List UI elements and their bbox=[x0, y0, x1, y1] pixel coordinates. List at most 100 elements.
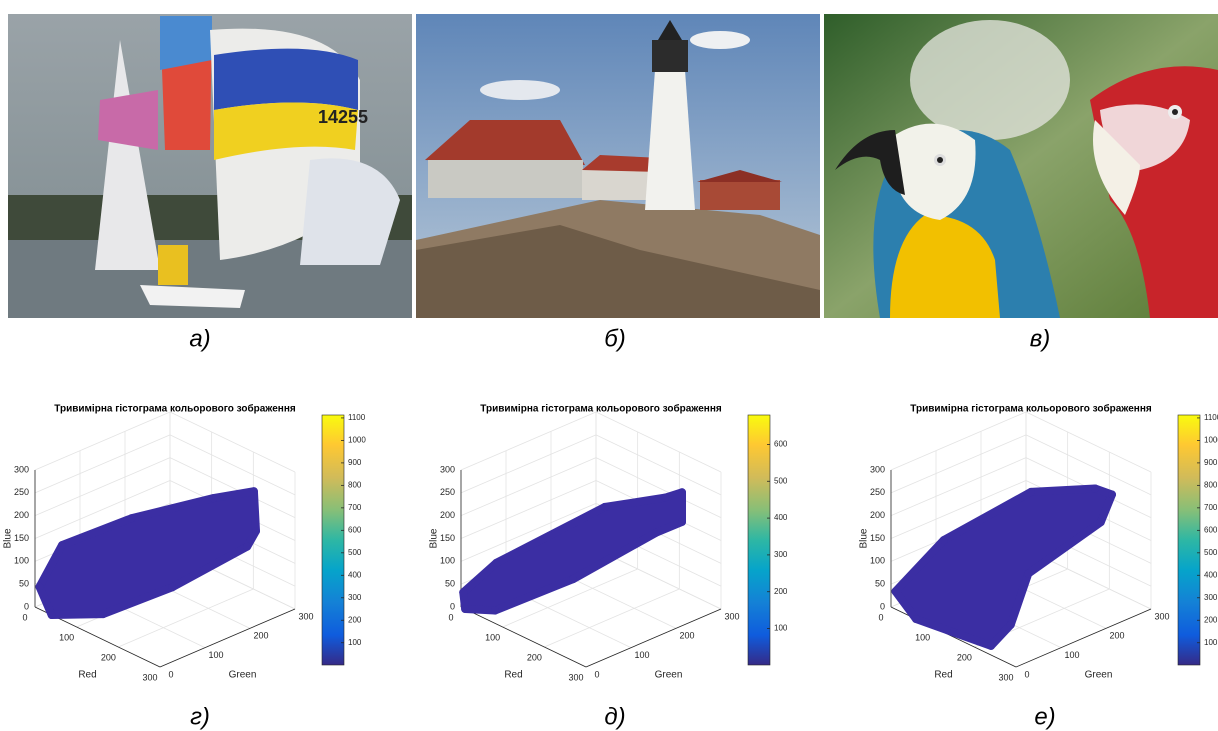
chart-title: Тривимірна гістограма кольорового зображ… bbox=[54, 403, 296, 415]
point bbox=[492, 559, 500, 567]
z-tick-label: 0 bbox=[450, 601, 455, 611]
y-tick-label: 300 bbox=[1154, 611, 1169, 621]
x-tick-label: 300 bbox=[142, 672, 157, 682]
colorbar-tick-label: 200 bbox=[1204, 615, 1218, 624]
z-tick-label: 200 bbox=[870, 510, 885, 520]
y-tick-label: 200 bbox=[679, 631, 694, 641]
grid-line bbox=[461, 435, 596, 493]
y-tick-label: 300 bbox=[298, 611, 313, 621]
photo-lighthouse bbox=[416, 14, 820, 318]
z-tick-label: 100 bbox=[870, 556, 885, 566]
point bbox=[48, 611, 56, 619]
colorbar-tick-label: 600 bbox=[1204, 525, 1218, 534]
grid-line bbox=[596, 412, 721, 472]
point bbox=[99, 610, 107, 618]
x-axis-label: Red bbox=[504, 670, 522, 681]
z-tick-label: 0 bbox=[880, 601, 885, 611]
colorbar-tick-label: 800 bbox=[348, 480, 362, 489]
point bbox=[127, 514, 135, 522]
x-tick-label: 0 bbox=[448, 612, 453, 622]
z-axis-label: Blue bbox=[859, 528, 870, 548]
grid-line bbox=[170, 435, 295, 495]
grid-line bbox=[35, 435, 170, 493]
colorbar-tick-label: 100 bbox=[1204, 638, 1218, 647]
x-axis-label: Red bbox=[934, 670, 952, 681]
colorbar bbox=[748, 415, 770, 665]
colorbar-tick-label: 700 bbox=[1204, 503, 1218, 512]
y-tick-label: 100 bbox=[634, 650, 649, 660]
point bbox=[459, 588, 467, 596]
figure: 14255 а)б)в)г)д)е)0100200300010020030005… bbox=[0, 0, 1218, 731]
grid-line bbox=[170, 412, 295, 472]
y-axis-label: Green bbox=[229, 670, 257, 681]
y-tick-label: 0 bbox=[594, 669, 599, 679]
z-tick-label: 300 bbox=[14, 464, 29, 474]
x-tick-label: 300 bbox=[568, 672, 583, 682]
point bbox=[58, 541, 66, 549]
y-axis-label: Green bbox=[655, 670, 683, 681]
x-tick-label: 100 bbox=[915, 632, 930, 642]
photo-sailboats: 14255 bbox=[8, 14, 412, 318]
x-tick-label: 0 bbox=[22, 612, 27, 622]
point bbox=[601, 503, 609, 511]
y-tick-label: 200 bbox=[253, 631, 268, 641]
colorbar-tick-label: 1100 bbox=[348, 413, 366, 422]
point bbox=[168, 583, 176, 591]
y-tick-label: 0 bbox=[1024, 669, 1029, 679]
grid-line bbox=[891, 435, 1026, 493]
x-axis-label: Red bbox=[78, 670, 96, 681]
colorbar-tick-label: 300 bbox=[774, 550, 788, 559]
point bbox=[678, 518, 686, 526]
colorbar-tick-label: 600 bbox=[774, 440, 788, 449]
colorbar-tick-label: 400 bbox=[1204, 570, 1218, 579]
z-axis-label: Blue bbox=[3, 528, 14, 548]
point bbox=[950, 628, 958, 636]
point bbox=[491, 607, 499, 615]
colorbar-tick-label: 400 bbox=[348, 570, 362, 579]
colorbar-tick-label: 900 bbox=[348, 458, 362, 467]
grid-line bbox=[35, 412, 170, 470]
z-tick-label: 250 bbox=[870, 487, 885, 497]
grid-line bbox=[1026, 412, 1151, 472]
z-tick-label: 150 bbox=[440, 533, 455, 543]
colorbar-tick-label: 800 bbox=[1204, 480, 1218, 489]
point bbox=[1007, 621, 1015, 629]
point bbox=[252, 527, 260, 535]
z-tick-label: 200 bbox=[440, 510, 455, 520]
z-tick-label: 250 bbox=[440, 487, 455, 497]
point bbox=[569, 575, 577, 583]
colorbar-tick-label: 200 bbox=[774, 587, 788, 596]
y-tick-label: 0 bbox=[168, 669, 173, 679]
colorbar-tick-label: 400 bbox=[774, 513, 788, 522]
point bbox=[36, 583, 44, 591]
point bbox=[210, 494, 218, 502]
y-axis-label: Green bbox=[1085, 670, 1113, 681]
y-tick-label: 100 bbox=[208, 650, 223, 660]
z-tick-label: 50 bbox=[445, 579, 455, 589]
point bbox=[1097, 518, 1105, 526]
z-tick-label: 300 bbox=[870, 464, 885, 474]
chart-title: Тривимірна гістограма кольорового зображ… bbox=[480, 403, 722, 415]
panel-caption: б) bbox=[604, 325, 626, 352]
z-axis-label: Blue bbox=[429, 528, 440, 548]
point bbox=[250, 487, 258, 495]
colorbar-tick-label: 700 bbox=[348, 503, 362, 512]
z-tick-label: 200 bbox=[14, 510, 29, 520]
point-cloud bbox=[40, 491, 257, 615]
grid-line bbox=[891, 412, 1026, 470]
colorbar-tick-label: 1100 bbox=[1204, 413, 1218, 422]
colorbar-tick-label: 300 bbox=[1204, 593, 1218, 602]
point bbox=[892, 587, 900, 595]
point bbox=[1091, 485, 1099, 493]
panel-caption: е) bbox=[1034, 703, 1055, 730]
colorbar-tick-label: 600 bbox=[348, 525, 362, 534]
y-tick-label: 300 bbox=[724, 611, 739, 621]
colorbar-tick-label: 500 bbox=[1204, 548, 1218, 557]
z-tick-label: 150 bbox=[870, 533, 885, 543]
point bbox=[987, 642, 995, 650]
y-tick-label: 100 bbox=[1064, 650, 1079, 660]
x-tick-label: 0 bbox=[878, 612, 883, 622]
panel-caption: г) bbox=[190, 703, 210, 730]
point bbox=[652, 529, 660, 537]
colorbar-tick-label: 300 bbox=[348, 593, 362, 602]
